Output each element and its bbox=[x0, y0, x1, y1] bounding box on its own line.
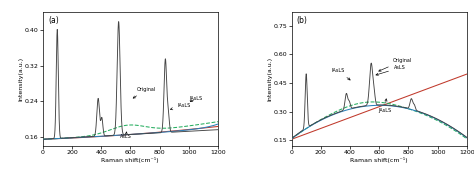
Text: (b): (b) bbox=[297, 16, 308, 25]
Text: (a): (a) bbox=[48, 16, 59, 25]
Text: Original: Original bbox=[379, 58, 412, 71]
Text: Original: Original bbox=[133, 87, 156, 98]
Y-axis label: Intensity(a.u.): Intensity(a.u.) bbox=[267, 57, 272, 101]
Y-axis label: Intensity(a.u.): Intensity(a.u.) bbox=[18, 57, 23, 101]
Text: AsLS: AsLS bbox=[120, 132, 132, 139]
X-axis label: Raman shift(cm⁻¹): Raman shift(cm⁻¹) bbox=[101, 156, 159, 163]
Text: IAsLS: IAsLS bbox=[171, 103, 190, 110]
X-axis label: Raman shift(cm⁻¹): Raman shift(cm⁻¹) bbox=[350, 156, 408, 163]
Text: JAsLS: JAsLS bbox=[379, 99, 392, 113]
Text: AsLS: AsLS bbox=[376, 65, 406, 75]
Text: IAsLS: IAsLS bbox=[331, 68, 350, 80]
Text: JAsLS: JAsLS bbox=[190, 96, 202, 102]
